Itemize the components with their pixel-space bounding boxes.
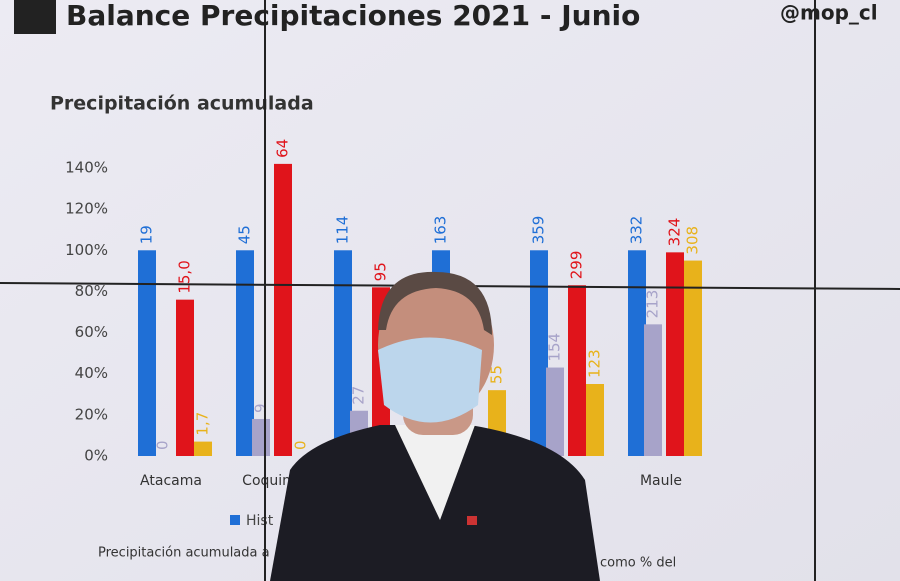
data-label: 324 [666,218,684,247]
data-label: 55 [488,365,506,384]
data-label: 359 [530,216,548,245]
x-tick-label: Atacama [140,473,202,489]
bar [546,367,564,456]
bar [666,252,684,456]
data-label: 1,7 [194,412,212,436]
bar [334,250,352,456]
data-label: 114 [334,216,352,245]
bar [176,299,194,456]
y-tick-label: 60% [75,323,108,341]
bar [586,384,604,456]
bar [684,260,702,456]
data-label: 45 [236,225,254,244]
person [270,271,600,581]
footnote: Precipitación acumulada a [98,546,270,561]
y-tick-label: 100% [65,241,108,259]
bar [644,324,662,456]
data-label: 0 [154,440,172,450]
data-label: 9 [252,403,270,413]
y-tick-label: 80% [75,282,108,300]
handle: @mop_cl [780,1,878,25]
y-tick-label: 140% [65,159,108,177]
logo-block [14,0,56,34]
data-label: 154 [546,333,564,362]
bar [530,250,548,456]
y-tick-label: 40% [75,364,108,382]
bar [138,250,156,456]
legend-label: Hist [246,513,274,529]
legend-swatch [230,515,240,525]
bar [274,163,292,456]
bar [568,285,586,456]
data-label: 213 [644,290,662,319]
data-label: 299 [568,251,586,280]
x-tick-label: Coquim [242,473,296,489]
data-label: 123 [586,349,604,378]
chart-title: Precipitación acumulada [50,93,314,115]
x-tick-label: Maule [640,473,682,489]
data-label: 0 [292,440,310,450]
bar [628,250,646,456]
y-tick-label: 20% [75,405,108,423]
data-label: 19 [138,225,156,244]
bar [194,441,212,456]
title: Balance Precipitaciones 2021 - Junio [66,0,640,32]
data-label: 95 [372,262,390,281]
data-label: 15,0 [176,260,194,293]
data-label: 308 [684,226,702,255]
y-tick-label: 120% [65,200,108,218]
bar [252,418,270,456]
footnote: como % del [600,556,676,571]
y-tick-label: 0% [84,447,108,465]
data-label: 163 [432,216,450,245]
bar [236,250,254,456]
data-label: 64 [274,139,292,158]
data-label: 27 [350,386,368,405]
data-label: 332 [628,216,646,245]
